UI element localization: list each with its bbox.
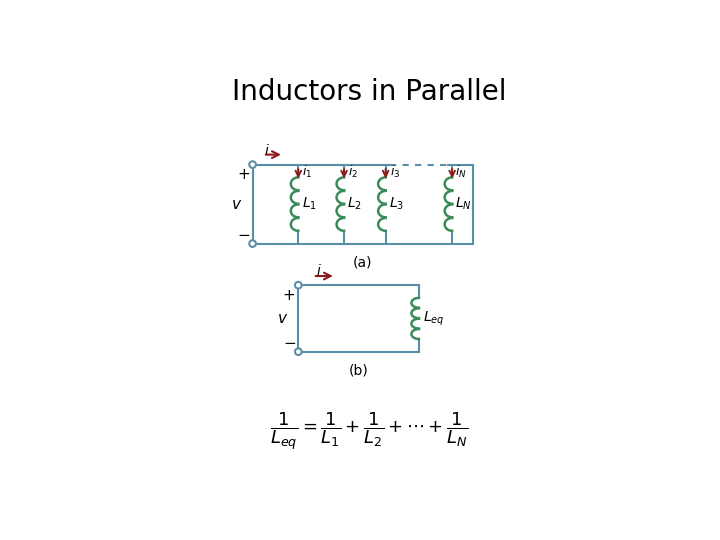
Text: $L_{eq}$: $L_{eq}$ <box>423 309 445 328</box>
Text: $L_N$: $L_N$ <box>454 196 472 212</box>
Text: $L_1$: $L_1$ <box>302 196 317 212</box>
Text: Inductors in Parallel: Inductors in Parallel <box>232 78 506 106</box>
Circle shape <box>249 240 256 247</box>
Text: $-$: $-$ <box>282 334 296 349</box>
Text: +: + <box>237 167 250 183</box>
Text: $L_3$: $L_3$ <box>389 196 404 212</box>
Text: $i_1$: $i_1$ <box>302 164 312 180</box>
Text: $i_N$: $i_N$ <box>456 164 467 180</box>
Text: $i_3$: $i_3$ <box>390 164 400 180</box>
Text: $\dfrac{1}{L_{eq}} = \dfrac{1}{L_1} + \dfrac{1}{L_2} + \cdots + \dfrac{1}{L_N}$: $\dfrac{1}{L_{eq}} = \dfrac{1}{L_1} + \d… <box>270 410 468 451</box>
Text: $i_2$: $i_2$ <box>348 164 359 180</box>
Text: $i$: $i$ <box>316 263 322 278</box>
Text: $v$: $v$ <box>231 197 243 212</box>
Text: (b): (b) <box>348 363 369 377</box>
Text: $L_2$: $L_2$ <box>347 196 362 212</box>
Text: $v$: $v$ <box>277 311 288 326</box>
Circle shape <box>295 348 302 355</box>
Text: (a): (a) <box>353 255 372 269</box>
Text: $-$: $-$ <box>237 226 250 241</box>
Circle shape <box>295 282 302 288</box>
Text: +: + <box>283 288 295 303</box>
Text: $i$: $i$ <box>264 143 270 158</box>
Circle shape <box>249 161 256 168</box>
